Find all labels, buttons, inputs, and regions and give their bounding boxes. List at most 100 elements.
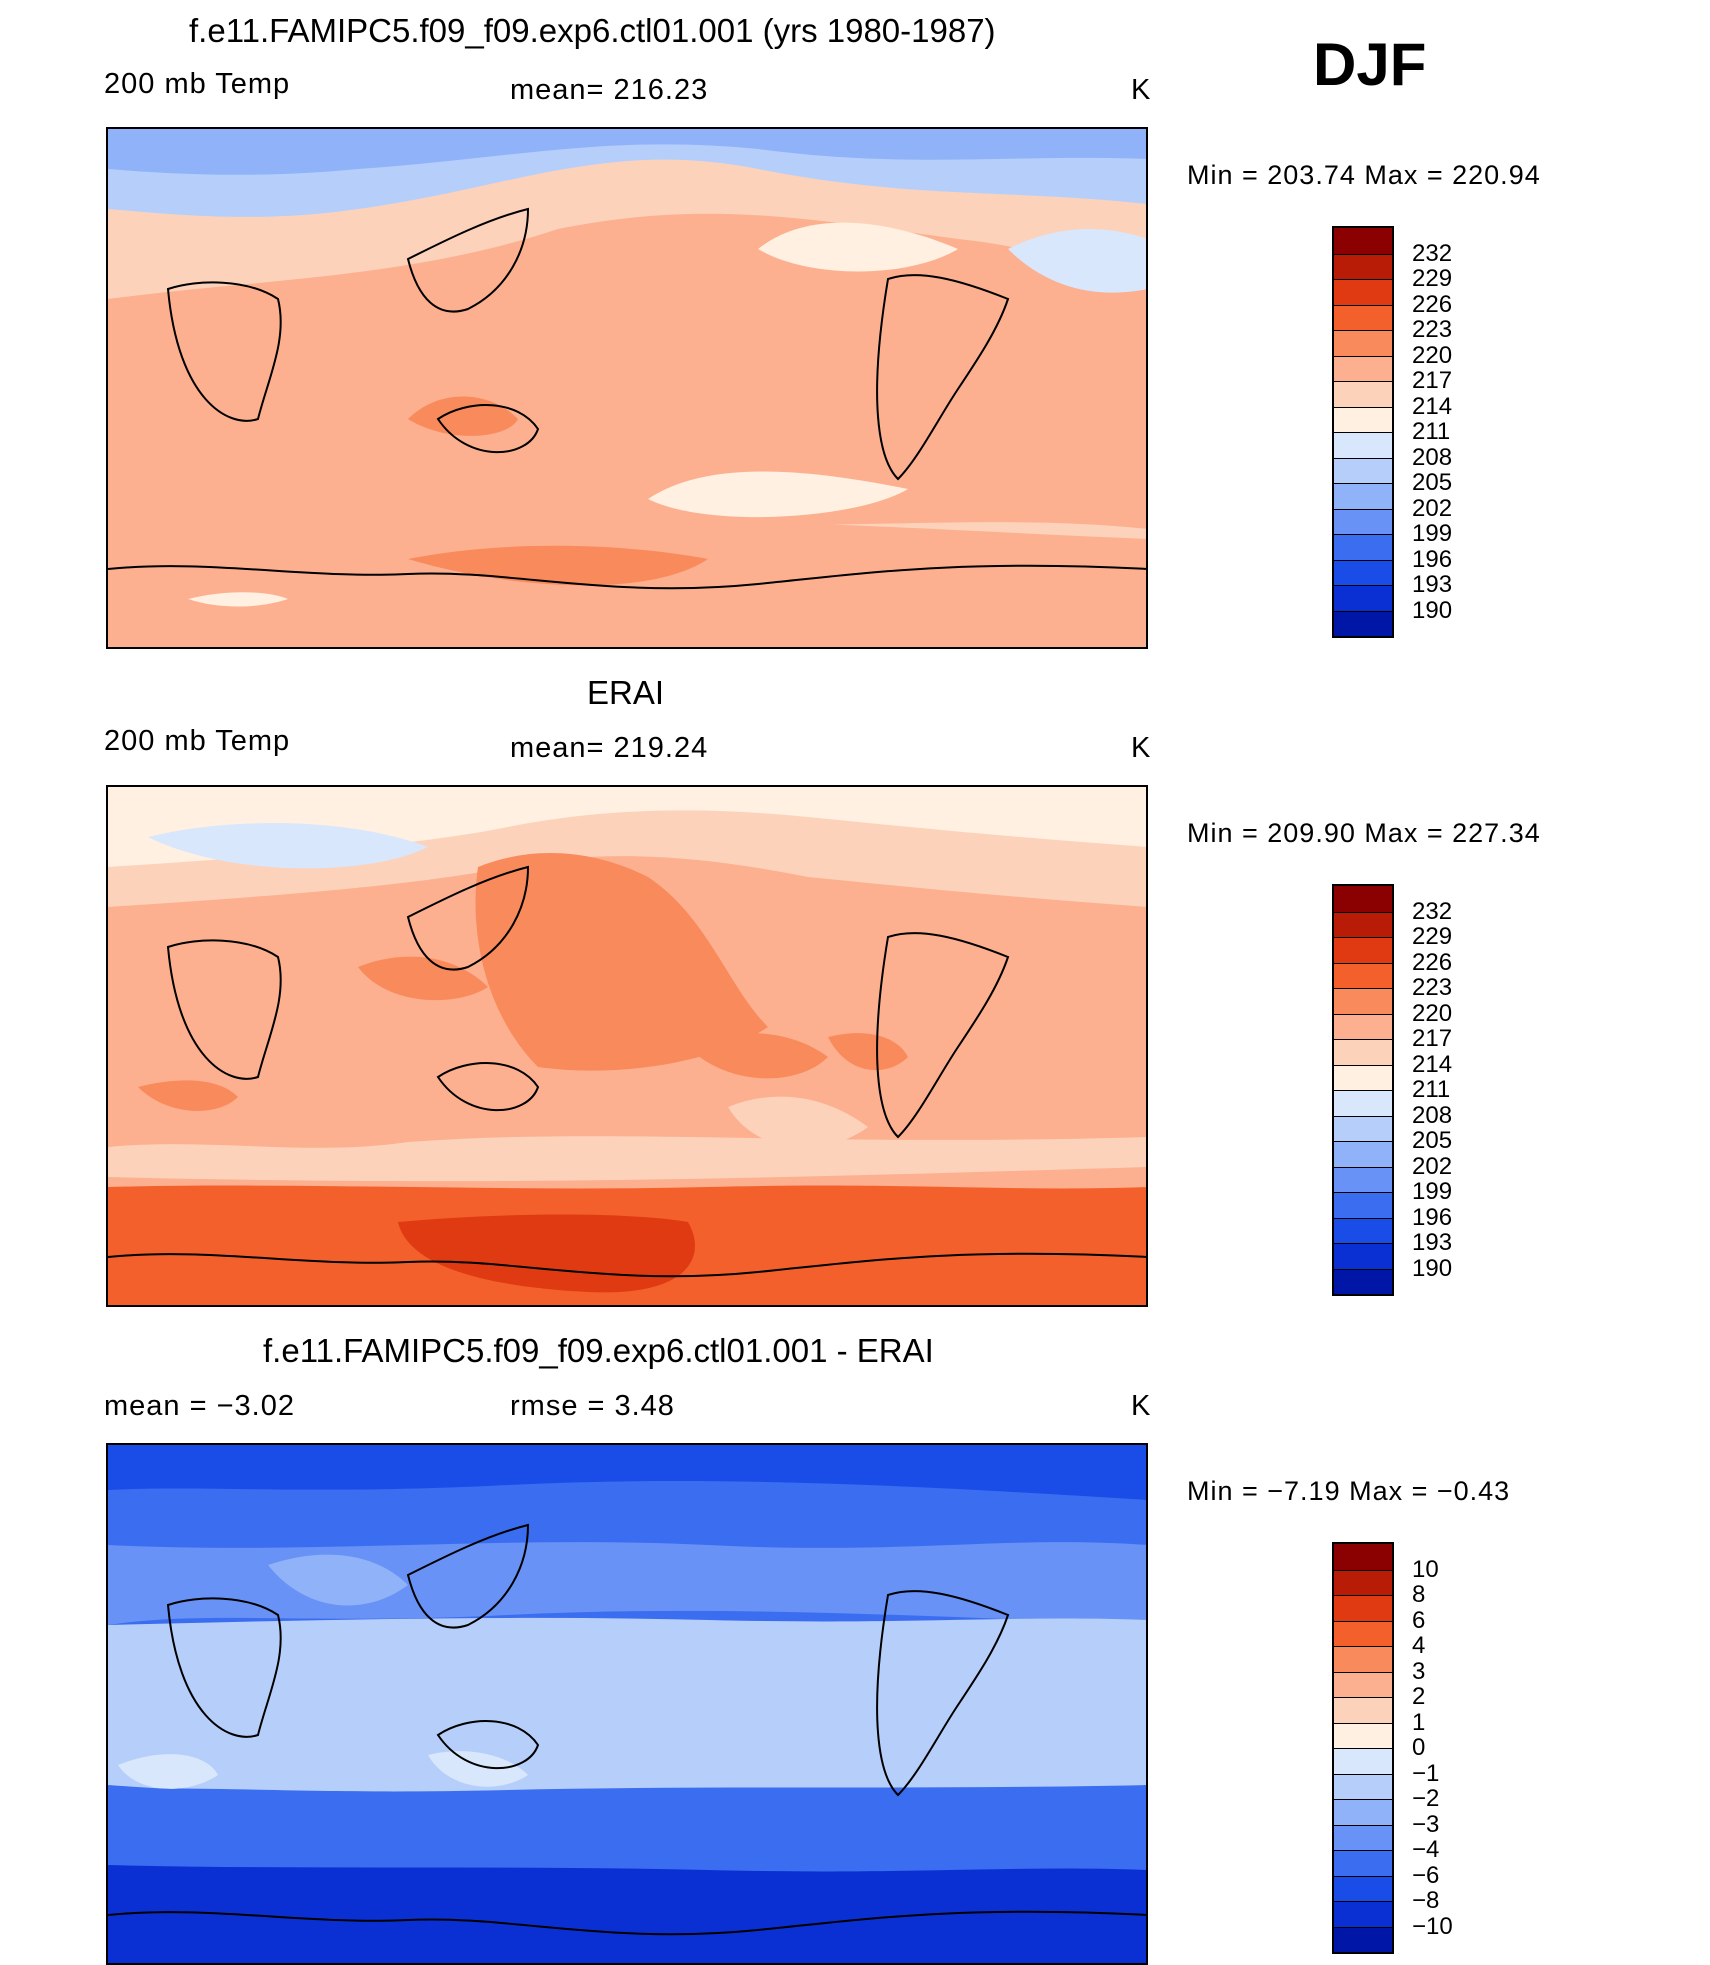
colorbar-tick-label: 10 (1412, 1555, 1439, 1583)
colorbar-swatch (1334, 1268, 1392, 1294)
colorbar-swatch (1334, 1697, 1392, 1723)
colorbar-swatch (1334, 1850, 1392, 1876)
panel1-minmax: Min = 203.74 Max = 220.94 (1187, 160, 1541, 190)
colorbar-tick-label: 223 (1412, 316, 1453, 343)
colorbar-swatch (1334, 988, 1392, 1014)
panel3-title: f.e11.FAMIPC5.f09_f09.exp6.ctl01.001 - E… (263, 1332, 934, 1369)
colorbar-swatch (1334, 355, 1392, 381)
colorbar-tick-label: 205 (1412, 1127, 1453, 1154)
colorbar-swatch (1334, 1115, 1392, 1141)
colorbar-tick-label: 193 (1412, 571, 1453, 598)
panel2-minmax: Min = 209.90 Max = 227.34 (1187, 818, 1541, 848)
panel2-mean-label: mean= 219.24 (510, 732, 709, 764)
colorbar-tick-label: −10 (1412, 1912, 1453, 1940)
colorbar-tick-label: 4 (1412, 1632, 1426, 1659)
colorbar-tick-label: 229 (1412, 923, 1453, 950)
colorbar-swatch (1334, 559, 1392, 585)
colorbar-tick-label: 211 (1412, 1076, 1451, 1103)
colorbar-swatch (1334, 432, 1392, 458)
colorbar-tick-label: 3 (1412, 1657, 1426, 1685)
colorbar-tick-label: 226 (1412, 948, 1453, 976)
colorbar-tick-label: 1 (1412, 1708, 1426, 1736)
colorbar-tick-label: 0 (1412, 1734, 1426, 1761)
colorbar-tick-label: 190 (1412, 596, 1453, 624)
panel1-variable-label: 200 mb Temp (104, 68, 291, 100)
panel2-variable-label: 200 mb Temp (104, 725, 291, 757)
panel2-title: ERAI (587, 674, 665, 711)
colorbar-tick-label: 217 (1412, 367, 1453, 394)
colorbar-swatch (1334, 1748, 1392, 1774)
colorbar-tick-label: 8 (1412, 1581, 1426, 1608)
colorbar-tick-label: 196 (1412, 1203, 1453, 1231)
colorbar-swatch (1334, 1243, 1392, 1269)
colorbar-swatch (1334, 1773, 1392, 1799)
colorbar-swatch (1334, 534, 1392, 560)
colorbar-tick-label: 202 (1412, 1152, 1453, 1180)
colorbar-swatch (1334, 1039, 1392, 1065)
colorbar-swatch (1334, 1799, 1392, 1825)
colorbar-swatch (1334, 1901, 1392, 1927)
colorbar-swatch (1334, 1013, 1392, 1039)
colorbar-tick-label: 220 (1412, 999, 1453, 1027)
panel2-colorbar (1332, 884, 1394, 1296)
colorbar-tick-label: 223 (1412, 974, 1453, 1001)
colorbar-tick-label: 232 (1412, 897, 1453, 925)
colorbar-swatch (1334, 381, 1392, 407)
colorbar-swatch (1334, 1875, 1392, 1901)
colorbar-tick-label: −1 (1412, 1759, 1440, 1787)
colorbar-tick-label: 220 (1412, 341, 1453, 369)
colorbar-swatch (1334, 962, 1392, 988)
colorbar-swatch (1334, 1722, 1392, 1748)
colorbar-tick-label: 205 (1412, 469, 1453, 496)
colorbar-swatch (1334, 1926, 1392, 1952)
colorbar-swatch (1334, 1090, 1392, 1116)
panel2-units: K (1131, 732, 1152, 764)
colorbar-tick-label: 199 (1412, 1178, 1453, 1205)
panel3-units: K (1131, 1390, 1152, 1422)
colorbar-swatch (1334, 1595, 1392, 1621)
colorbar-swatch (1334, 228, 1392, 254)
colorbar-swatch (1334, 1192, 1392, 1218)
colorbar-swatch (1334, 508, 1392, 534)
colorbar-swatch (1334, 304, 1392, 330)
colorbar-swatch (1334, 1646, 1392, 1672)
colorbar-swatch (1334, 457, 1392, 483)
colorbar-swatch (1334, 279, 1392, 305)
panel3-minmax: Min = −7.19 Max = −0.43 (1187, 1476, 1511, 1506)
colorbar-swatch (1334, 1064, 1392, 1090)
panel2-map (106, 785, 1148, 1307)
colorbar-swatch (1334, 1671, 1392, 1697)
colorbar-swatch (1334, 1620, 1392, 1646)
colorbar-swatch (1334, 610, 1392, 636)
panel3-rmse-label: rmse = 3.48 (510, 1390, 675, 1422)
colorbar-swatch (1334, 937, 1392, 963)
colorbar-swatch (1334, 1166, 1392, 1192)
colorbar-swatch (1334, 1569, 1392, 1595)
colorbar-swatch (1334, 1544, 1392, 1570)
colorbar-swatch (1334, 911, 1392, 937)
colorbar-tick-label: −6 (1412, 1861, 1440, 1889)
colorbar-tick-label: −2 (1412, 1785, 1440, 1812)
colorbar-tick-label: −8 (1412, 1887, 1440, 1914)
colorbar-swatch (1334, 1141, 1392, 1167)
colorbar-tick-label: 199 (1412, 520, 1453, 547)
colorbar-tick-label: 193 (1412, 1229, 1453, 1256)
panel1-mean-label: mean= 216.23 (510, 74, 709, 106)
colorbar-tick-label: 229 (1412, 265, 1453, 292)
colorbar-tick-label: 232 (1412, 239, 1453, 267)
colorbar-tick-label: 226 (1412, 290, 1453, 318)
panel1-title: f.e11.FAMIPC5.f09_f09.exp6.ctl01.001 (yr… (189, 12, 996, 49)
colorbar-tick-label: 2 (1412, 1683, 1426, 1710)
colorbar-tick-label: 211 (1412, 418, 1451, 445)
panel1-units: K (1131, 74, 1152, 106)
colorbar-swatch (1334, 253, 1392, 279)
colorbar-tick-label: 217 (1412, 1025, 1453, 1052)
season-label: DJF (1313, 31, 1427, 98)
colorbar-tick-label: 214 (1412, 1050, 1453, 1078)
panel3-map (106, 1443, 1148, 1965)
panel1-map (106, 127, 1148, 649)
colorbar-tick-label: 208 (1412, 443, 1453, 471)
colorbar-tick-label: 208 (1412, 1101, 1453, 1129)
colorbar-swatch (1334, 406, 1392, 432)
colorbar-tick-label: −4 (1412, 1836, 1440, 1863)
